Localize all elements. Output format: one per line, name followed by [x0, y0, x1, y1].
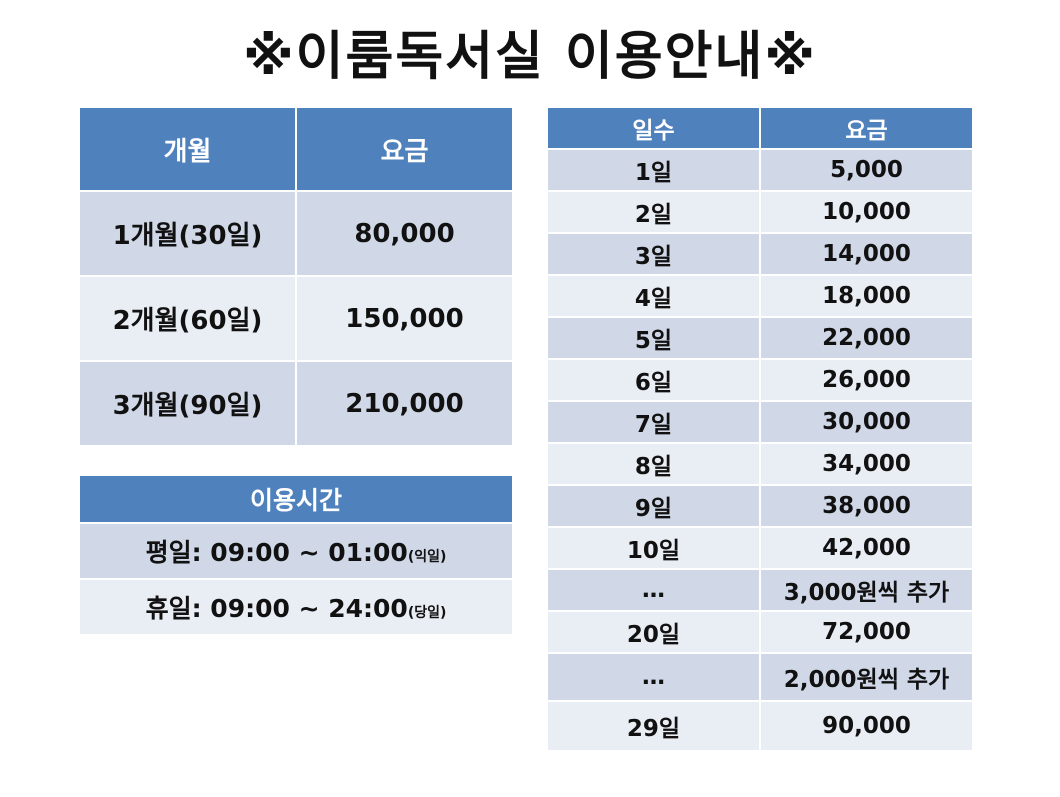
table-row: 2개월(60일) 150,000: [78, 275, 514, 362]
page-title: ※이룸독서실 이용안내※: [243, 27, 817, 87]
holiday-hours-label: 휴일: 09:00 ~ 24:00: [145, 594, 408, 623]
column-header-fee: 요금: [759, 106, 974, 150]
holiday-hours-cell: 휴일: 09:00 ~ 24:00(당일): [78, 578, 514, 636]
days-cell: …: [546, 568, 761, 612]
table-row: 20일 72,000: [546, 610, 974, 654]
monthly-fee-table: 개월 요금 1개월(30일) 80,000 2개월(60일) 150,000 3…: [78, 106, 514, 447]
days-cell: 3일: [546, 232, 761, 276]
table-header-row: 이용시간: [78, 474, 514, 524]
days-cell: 8일: [546, 442, 761, 486]
fee-cell: 30,000: [759, 400, 974, 444]
days-cell: 1일: [546, 148, 761, 192]
fee-cell: 18,000: [759, 274, 974, 318]
holiday-hours-row: 휴일: 09:00 ~ 24:00(당일): [78, 578, 514, 636]
days-cell: …: [546, 652, 761, 702]
weekday-hours-note: (익일): [407, 549, 447, 565]
holiday-hours-note: (당일): [407, 605, 447, 621]
fee-cell: 34,000: [759, 442, 974, 486]
days-cell: 7일: [546, 400, 761, 444]
days-cell: 4일: [546, 274, 761, 318]
fee-cell: 26,000: [759, 358, 974, 402]
fee-cell: 2,000원씩 추가: [759, 652, 974, 702]
column-header-period: 개월: [78, 106, 297, 192]
fee-cell: 38,000: [759, 484, 974, 528]
days-cell: 29일: [546, 700, 761, 752]
period-cell: 2개월(60일): [78, 275, 297, 362]
table-row: 9일 38,000: [546, 484, 974, 528]
days-cell: 20일: [546, 610, 761, 654]
fee-cell: 150,000: [295, 275, 514, 362]
table-row: 8일 34,000: [546, 442, 974, 486]
fee-cell: 10,000: [759, 190, 974, 234]
fee-cell: 90,000: [759, 700, 974, 752]
hours-header: 이용시간: [78, 474, 514, 524]
days-cell: 6일: [546, 358, 761, 402]
weekday-hours-cell: 평일: 09:00 ~ 01:00(익일): [78, 522, 514, 580]
days-cell: 2일: [546, 190, 761, 234]
table-row: 7일 30,000: [546, 400, 974, 444]
fee-cell: 3,000원씩 추가: [759, 568, 974, 612]
column-header-fee: 요금: [295, 106, 514, 192]
table-row: 3일 14,000: [546, 232, 974, 276]
fee-cell: 14,000: [759, 232, 974, 276]
fee-cell: 72,000: [759, 610, 974, 654]
table-row: 3개월(90일) 210,000: [78, 360, 514, 447]
table-row: 6일 26,000: [546, 358, 974, 402]
table-header-row: 개월 요금: [78, 106, 514, 192]
fee-cell: 22,000: [759, 316, 974, 360]
daily-fee-table: 일수 요금 1일 5,000 2일 10,000 3일 14,000 4일 18…: [546, 106, 974, 752]
table-row: 29일 90,000: [546, 700, 974, 752]
table-row: 2일 10,000: [546, 190, 974, 234]
table-row: 1일 5,000: [546, 148, 974, 192]
period-cell: 3개월(90일): [78, 360, 297, 447]
table-row: … 3,000원씩 추가: [546, 568, 974, 612]
table-row: 1개월(30일) 80,000: [78, 190, 514, 277]
hours-table: 이용시간 평일: 09:00 ~ 01:00(익일) 휴일: 09:00 ~ 2…: [78, 474, 514, 636]
weekday-hours-label: 평일: 09:00 ~ 01:00: [145, 538, 408, 567]
table-header-row: 일수 요금: [546, 106, 974, 150]
table-row: 5일 22,000: [546, 316, 974, 360]
table-row: … 2,000원씩 추가: [546, 652, 974, 702]
days-cell: 9일: [546, 484, 761, 528]
fee-cell: 210,000: [295, 360, 514, 447]
period-cell: 1개월(30일): [78, 190, 297, 277]
days-cell: 10일: [546, 526, 761, 570]
table-row: 10일 42,000: [546, 526, 974, 570]
fee-cell: 5,000: [759, 148, 974, 192]
column-header-days: 일수: [546, 106, 761, 150]
weekday-hours-row: 평일: 09:00 ~ 01:00(익일): [78, 522, 514, 580]
fee-cell: 80,000: [295, 190, 514, 277]
days-cell: 5일: [546, 316, 761, 360]
fee-cell: 42,000: [759, 526, 974, 570]
table-row: 4일 18,000: [546, 274, 974, 318]
